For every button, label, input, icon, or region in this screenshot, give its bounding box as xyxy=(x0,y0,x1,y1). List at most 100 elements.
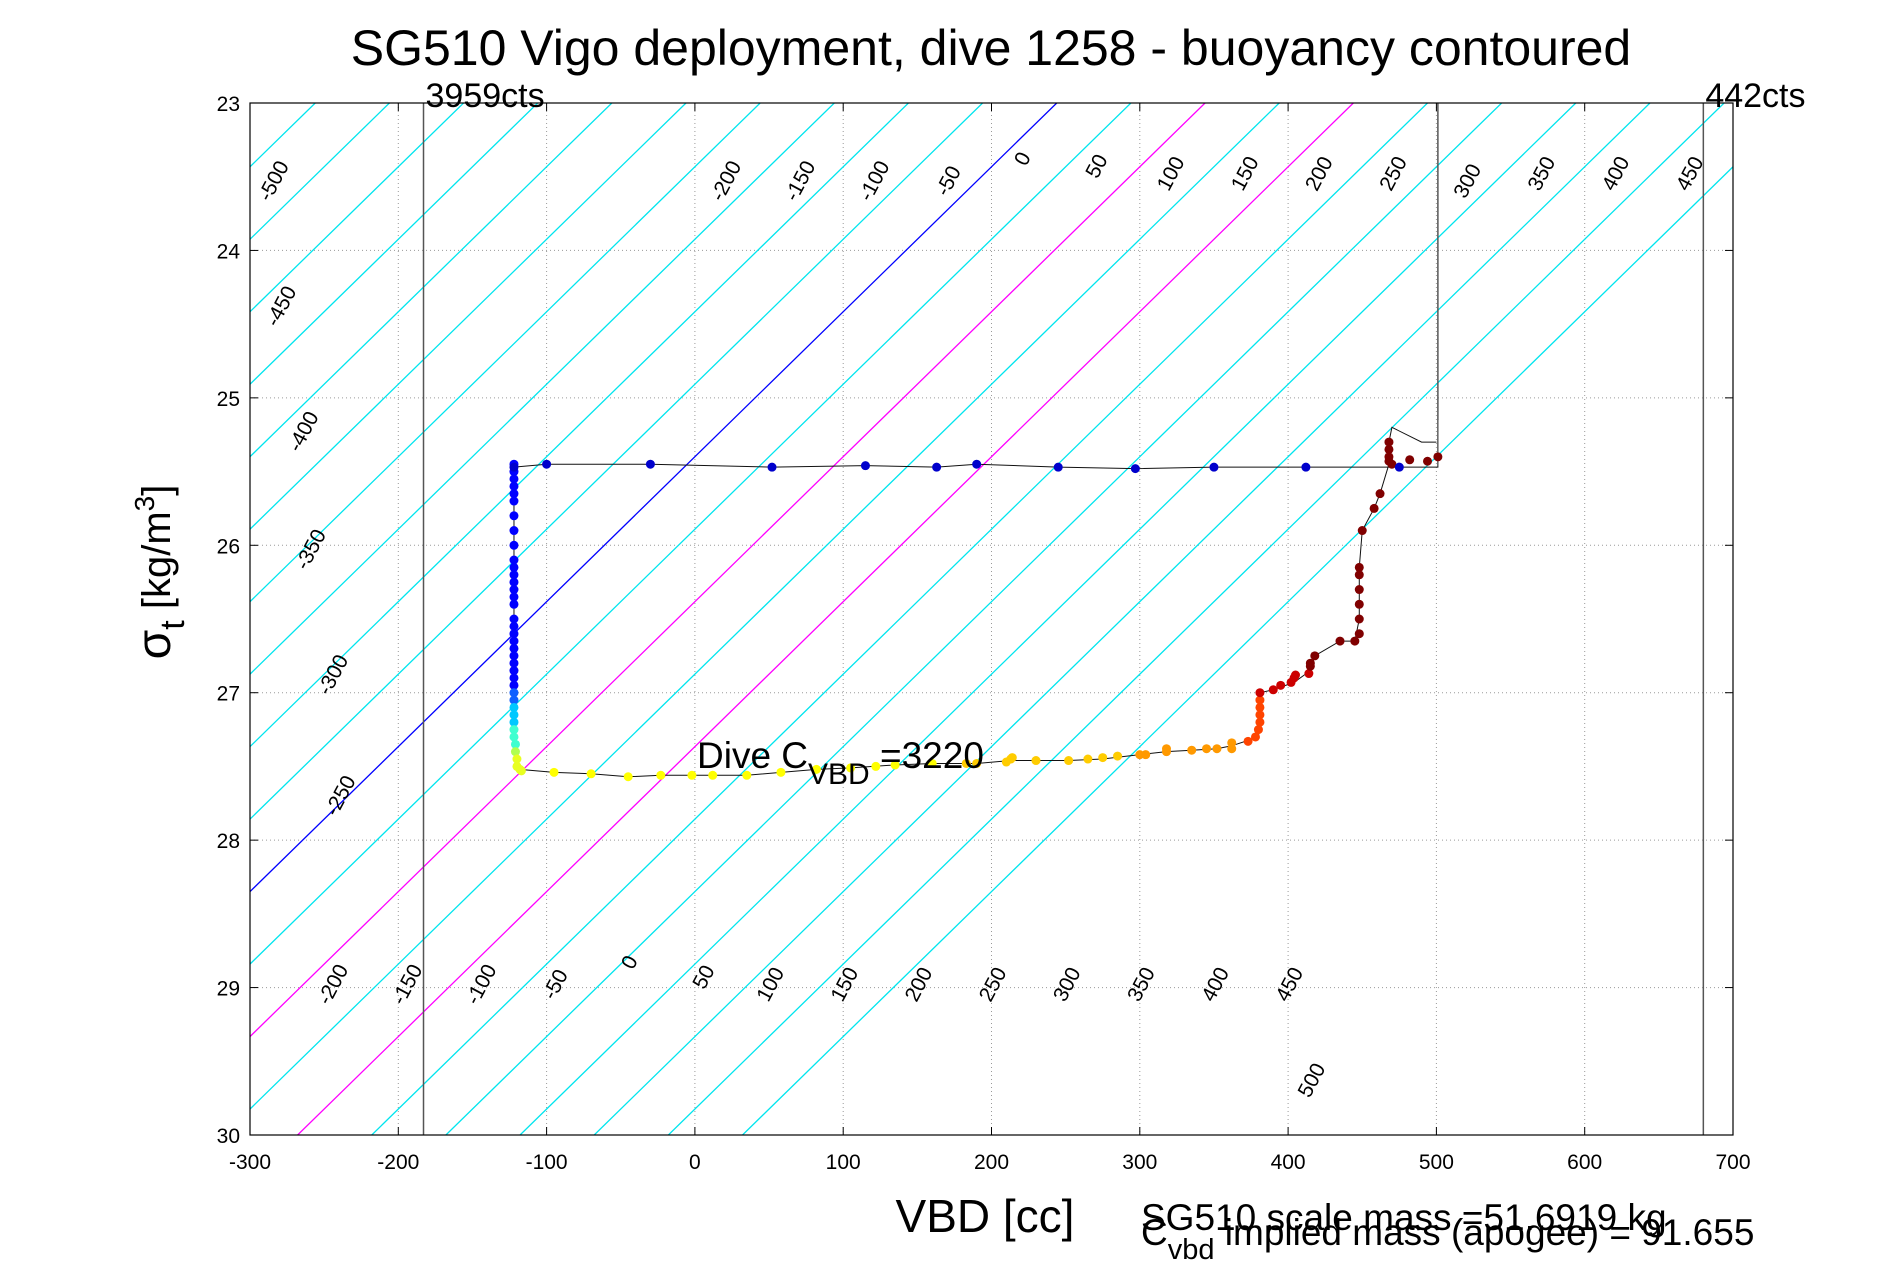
ascent-point xyxy=(972,459,982,469)
descent-point xyxy=(509,570,519,580)
descent-point xyxy=(1387,459,1397,469)
contour-label: -250 xyxy=(321,772,361,820)
descent-point xyxy=(1350,636,1360,646)
contour-label: -150 xyxy=(387,961,427,1009)
ascent-point xyxy=(932,462,942,472)
contour-label: 150 xyxy=(1227,153,1264,195)
descent-point xyxy=(1113,751,1123,761)
descent-point xyxy=(1305,658,1315,668)
contour-line xyxy=(250,103,909,748)
contour-label: 500 xyxy=(1294,1059,1331,1101)
x-tick-label: 700 xyxy=(1715,1151,1750,1174)
contour-label: -200 xyxy=(313,961,353,1009)
contour-label: -200 xyxy=(706,157,746,205)
descent-point xyxy=(509,489,519,499)
x-tick-label: 300 xyxy=(1122,1151,1157,1174)
descent-point xyxy=(509,577,519,587)
contour-line xyxy=(250,103,539,386)
contour-label: 100 xyxy=(752,964,789,1006)
contour-labels: -500-450-400-350-300-250-200 -150 -100 -500… xyxy=(254,148,1709,1101)
descent-point xyxy=(1250,732,1260,742)
contour-label: 250 xyxy=(1375,153,1412,195)
x-tick-label: 100 xyxy=(826,1151,861,1174)
descent-point xyxy=(509,629,519,639)
y-axis-label-sub: t xyxy=(154,620,192,630)
descent-point xyxy=(1433,452,1443,462)
contour-label: -100 xyxy=(462,961,502,1009)
descent-point xyxy=(623,772,633,782)
contour-label: 0 xyxy=(1010,148,1036,169)
descent-point xyxy=(509,511,519,521)
contour-label: -50 xyxy=(538,966,573,1004)
x-axis-label: VBD [cc] xyxy=(896,1190,1075,1242)
x-tick-label: 600 xyxy=(1567,1151,1602,1174)
descent-point xyxy=(1031,756,1041,766)
descent-point xyxy=(1187,745,1197,755)
contour-label: -450 xyxy=(261,282,301,330)
ascent-point xyxy=(1053,462,1063,472)
contour-line xyxy=(250,103,761,603)
descent-point xyxy=(509,636,519,646)
descent-point xyxy=(512,754,522,764)
contour-label: -100 xyxy=(855,157,895,205)
ascent-point xyxy=(767,462,777,472)
descent-point xyxy=(1255,717,1265,727)
contour-label: 100 xyxy=(1153,153,1190,195)
descent-point xyxy=(509,562,519,572)
descent-point xyxy=(509,688,519,698)
descent-point xyxy=(1227,738,1237,748)
descent-point xyxy=(1212,744,1222,754)
descent-point xyxy=(1255,695,1265,705)
x-tick-label: 400 xyxy=(1271,1151,1306,1174)
contour-line xyxy=(250,103,1280,1110)
chart-title: SG510 Vigo deployment, dive 1258 - buoya… xyxy=(351,20,1632,76)
ascent-point xyxy=(542,459,552,469)
descent-point xyxy=(509,481,519,491)
descent-point xyxy=(509,710,519,720)
contour-label: 200 xyxy=(1301,153,1338,195)
descent-point xyxy=(516,766,526,776)
descent-point xyxy=(1354,599,1364,609)
y-tick-label: 30 xyxy=(217,1125,240,1148)
descent-point xyxy=(1141,750,1151,760)
descent-point xyxy=(1354,629,1364,639)
descent-point xyxy=(708,770,718,780)
descent-point xyxy=(1384,444,1394,454)
descent-point xyxy=(586,769,596,779)
ascent-point xyxy=(1394,462,1404,472)
dive-track-line xyxy=(513,419,1439,470)
x-tick-label: -100 xyxy=(526,1151,568,1174)
descent-point xyxy=(1098,753,1108,763)
descent-point xyxy=(1335,636,1345,646)
ascent-point xyxy=(645,459,655,469)
descent-point xyxy=(509,658,519,668)
y-tick-label: 24 xyxy=(217,240,241,263)
y-axis-label-units: [kg/m xyxy=(135,511,179,620)
contour-label: 50 xyxy=(1081,151,1112,182)
contour-line xyxy=(250,103,687,531)
ascent-point xyxy=(1209,462,1219,472)
descent-point xyxy=(509,725,519,735)
descent-point xyxy=(1243,736,1253,746)
svg-text:σt [kg/m3]: σt [kg/m3] xyxy=(128,485,192,660)
ascent-point xyxy=(1301,462,1311,472)
ascent-point xyxy=(509,462,519,472)
vbd-limit-label: 3959cts xyxy=(426,77,545,115)
contour-line xyxy=(445,103,1503,1135)
contour-label: -50 xyxy=(931,162,966,200)
contour-line xyxy=(250,103,984,821)
descent-point xyxy=(509,474,519,484)
descent-point xyxy=(1354,570,1364,580)
x-tick-label: 200 xyxy=(974,1151,1009,1174)
contour-line xyxy=(250,103,613,458)
descent-point xyxy=(1357,526,1367,536)
contour-label: 400 xyxy=(1197,964,1234,1006)
ascent-point xyxy=(860,461,870,471)
descent-point xyxy=(509,732,519,742)
descent-point xyxy=(509,496,519,506)
descent-point xyxy=(1161,744,1171,754)
descent-point xyxy=(1354,614,1364,624)
descent-point xyxy=(549,767,559,777)
y-tick-label: 29 xyxy=(217,978,240,1001)
